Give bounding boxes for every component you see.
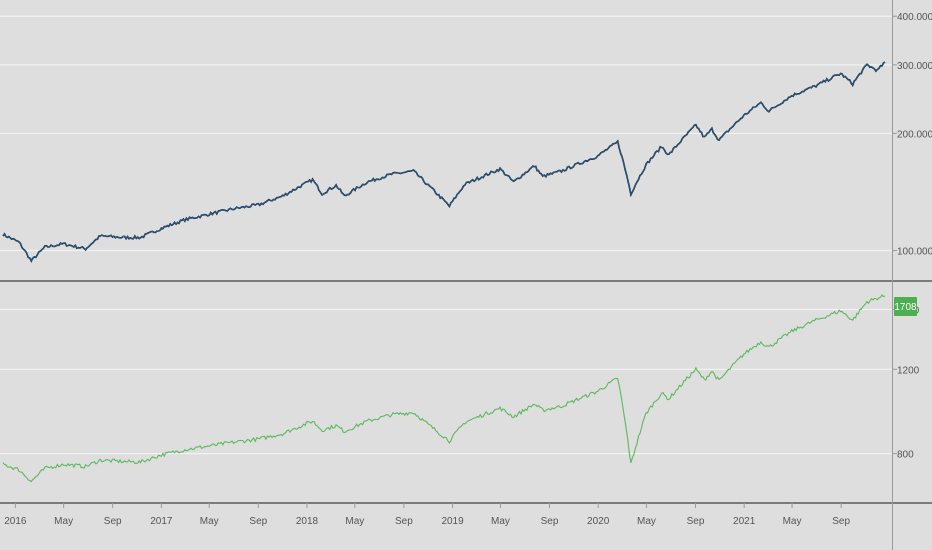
equity-series: [2, 294, 886, 483]
time-tick-label: May: [491, 516, 510, 527]
time-tick-label: 2018: [296, 516, 319, 527]
time-tick-label: 2020: [587, 516, 610, 527]
last-value-badge: 1708: [894, 297, 917, 316]
equity-grid: [0, 308, 892, 455]
equity-tick-label: 1200: [897, 365, 920, 376]
equity-tick-label: 800: [897, 450, 914, 461]
price-tick-label: 300.0000: [897, 61, 932, 72]
time-tick-label: May: [637, 516, 656, 527]
time-tick-label: Sep: [832, 516, 850, 527]
price-tick-label: 400.0000: [897, 12, 932, 23]
equity-series-line-0: [2, 294, 886, 483]
price-tick-label: 200.0000: [897, 129, 932, 140]
time-tick-label: May: [783, 516, 802, 527]
last-value-badge-bg: [894, 297, 917, 316]
time-tick-label: May: [54, 516, 73, 527]
time-tick-label: Sep: [541, 516, 559, 527]
equity-panel[interactable]: [0, 294, 892, 483]
time-tick-label: May: [345, 516, 364, 527]
price-grid: [0, 15, 892, 252]
time-tick-label: Sep: [687, 516, 705, 527]
time-tick-label: 2017: [150, 516, 173, 527]
time-tick-label: 2019: [441, 516, 464, 527]
time-tick-label: Sep: [104, 516, 122, 527]
last-value-label: 1708: [894, 302, 917, 313]
price-series: [2, 61, 886, 263]
time-axis[interactable]: 2016 May Sep 2017 May Sep 2018 May Sep 2019 May Sep…: [4, 503, 850, 527]
time-tick-label: 2021: [733, 516, 756, 527]
time-tick-label: May: [200, 516, 219, 527]
price-panel[interactable]: [0, 15, 892, 263]
price-series-line-0: [2, 61, 886, 263]
time-tick-label: Sep: [249, 516, 267, 527]
price-tick-label: 100.0000: [897, 247, 932, 258]
price-scale[interactable]: 100.0000 200.0000 300.0000 400.0000: [892, 12, 932, 258]
time-tick-label: Sep: [395, 516, 413, 527]
time-tick-label: 2016: [4, 516, 27, 527]
